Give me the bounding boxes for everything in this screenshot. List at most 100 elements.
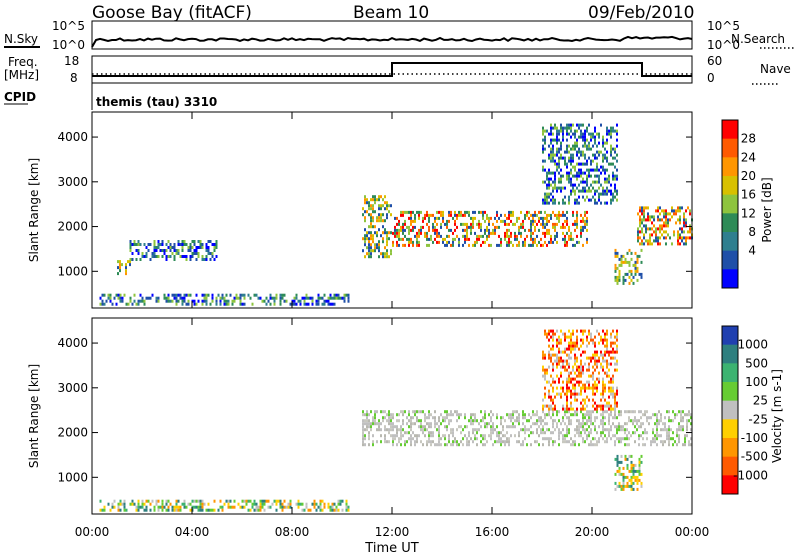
echo-cell	[606, 186, 608, 190]
echo-cell	[602, 377, 604, 381]
echo-cell	[592, 386, 594, 390]
echo-cell	[454, 410, 456, 414]
echo-cell	[685, 209, 687, 213]
echo-cell	[680, 413, 682, 417]
echo-cell	[171, 508, 174, 512]
echo-cell	[205, 296, 208, 300]
echo-cell	[496, 425, 498, 429]
echo-cell	[548, 392, 550, 396]
echo-cell	[410, 422, 412, 426]
echo-cell	[616, 329, 618, 333]
echo-cell	[634, 263, 637, 267]
echo-cell	[552, 329, 554, 333]
echo-cell	[562, 198, 564, 202]
echo-cell	[213, 249, 216, 252]
echo-cell	[606, 129, 608, 133]
echo-cell	[534, 228, 536, 232]
echo-cell	[677, 233, 679, 237]
echo-cell	[566, 162, 568, 166]
echo-cell	[404, 234, 406, 238]
echo-cell	[568, 431, 570, 435]
echo-cell	[556, 356, 558, 360]
echo-cell	[476, 431, 478, 435]
echo-cell	[414, 225, 416, 229]
echo-cell	[669, 236, 671, 240]
echo-cell	[588, 383, 590, 387]
echo-cell	[552, 132, 554, 136]
echo-cell	[664, 416, 666, 420]
echo-cell	[612, 422, 614, 426]
echo-cell	[552, 362, 554, 366]
echo-cell	[327, 299, 330, 303]
echo-cell	[424, 434, 426, 438]
echo-cell	[402, 225, 404, 229]
echo-cell	[668, 434, 670, 438]
echo-cell	[279, 296, 282, 300]
echo-cell	[657, 215, 659, 219]
echo-cell	[376, 422, 378, 426]
echo-cell	[145, 255, 148, 258]
echo-cell	[544, 138, 546, 142]
echo-cell	[552, 368, 554, 372]
echo-cell	[606, 329, 608, 333]
echo-cell	[576, 398, 578, 402]
echo-cell	[580, 368, 582, 372]
echo-cell	[616, 266, 619, 270]
echo-cell	[480, 425, 482, 429]
echo-cell	[283, 293, 286, 297]
echo-cell	[672, 419, 674, 423]
echo-cell	[512, 410, 514, 414]
echo-cell	[165, 499, 168, 503]
echo-cell	[434, 228, 436, 232]
echo-cell	[637, 239, 639, 243]
echo-cell	[550, 171, 552, 175]
echo-cell	[386, 428, 388, 432]
echo-cell	[446, 222, 448, 226]
echo-cell	[516, 216, 518, 220]
echo-cell	[574, 434, 576, 438]
echo-cell	[502, 440, 504, 444]
echo-cell	[175, 293, 178, 297]
echo-cell	[482, 416, 484, 420]
echo-cell	[544, 201, 546, 205]
echo-cell	[402, 243, 404, 247]
echo-cell	[570, 237, 572, 241]
echo-cell	[634, 419, 636, 423]
echo-cell	[392, 243, 394, 247]
echo-cell	[570, 335, 572, 339]
echo-cell	[628, 263, 631, 267]
echo-cell	[562, 440, 564, 444]
echo-cell	[665, 218, 667, 222]
echo-cell	[418, 213, 420, 217]
echo-cell	[588, 443, 590, 447]
echo-cell	[582, 171, 584, 175]
echo-cell	[323, 299, 326, 303]
echo-cell	[370, 255, 372, 259]
echo-cell	[641, 239, 643, 243]
echo-cell	[398, 219, 400, 223]
echo-cell	[109, 299, 112, 303]
echo-cell	[636, 278, 639, 282]
echo-cell	[666, 434, 668, 438]
echo-cell	[175, 299, 178, 303]
echo-cell	[173, 249, 176, 252]
echo-cell	[179, 505, 182, 509]
echo-cell	[616, 362, 618, 366]
echo-cell	[572, 386, 574, 390]
echo-cell	[524, 237, 526, 241]
echo-cell	[372, 440, 374, 444]
echo-cell	[568, 389, 570, 393]
echo-cell	[580, 380, 582, 384]
echo-cell	[327, 502, 330, 506]
echo-cell	[522, 222, 524, 226]
echo-cell	[610, 350, 612, 354]
echo-cell	[558, 359, 560, 363]
echo-cell	[129, 249, 132, 252]
echo-cell	[564, 410, 566, 414]
echo-cell	[341, 508, 344, 512]
echo-cell	[657, 242, 659, 246]
echo-cell	[560, 392, 562, 396]
echo-cell	[580, 171, 582, 175]
echo-cell	[594, 201, 596, 205]
echo-cell	[400, 210, 402, 214]
